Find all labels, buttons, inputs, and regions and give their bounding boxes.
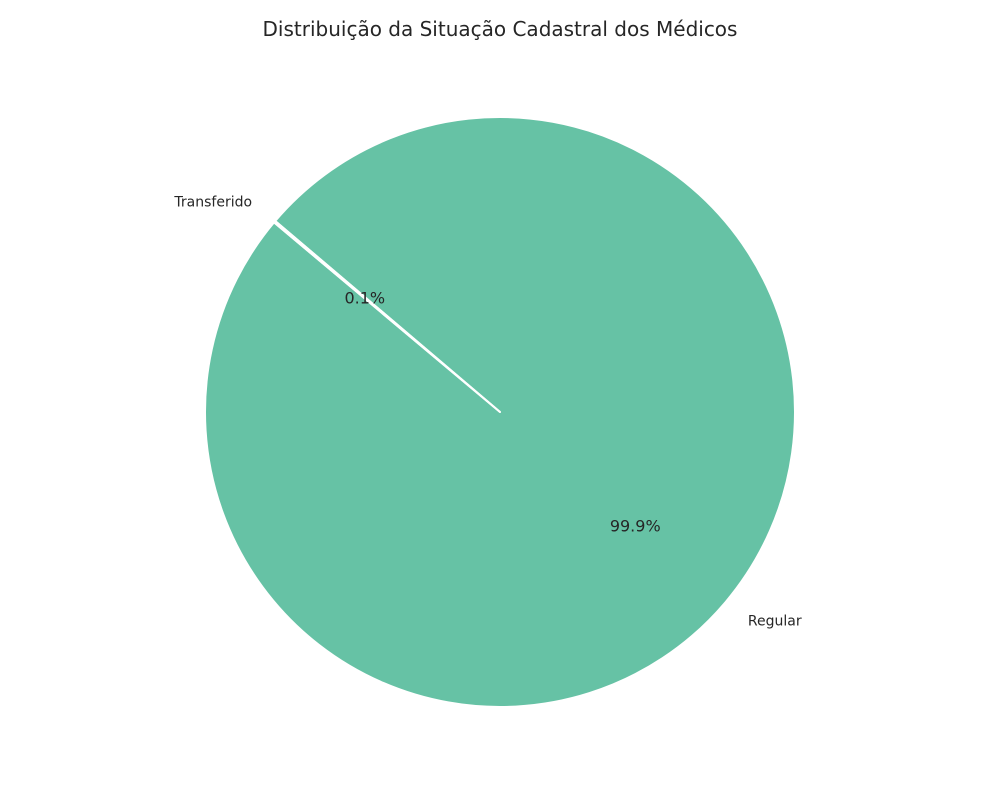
pie-slice-transferido xyxy=(273,219,501,413)
slice-label-regular: Regular xyxy=(748,613,802,629)
pie-slices xyxy=(204,116,796,709)
percent-label-regular: 99.9% xyxy=(610,517,661,536)
pie-labels: Regular 99.9% Transferido 0.1% xyxy=(173,195,801,630)
slice-label-transferido: Transferido xyxy=(173,195,252,211)
chart-title: Distribuição da Situação Cadastral dos M… xyxy=(263,17,738,41)
percent-label-transferido: 0.1% xyxy=(344,288,385,307)
